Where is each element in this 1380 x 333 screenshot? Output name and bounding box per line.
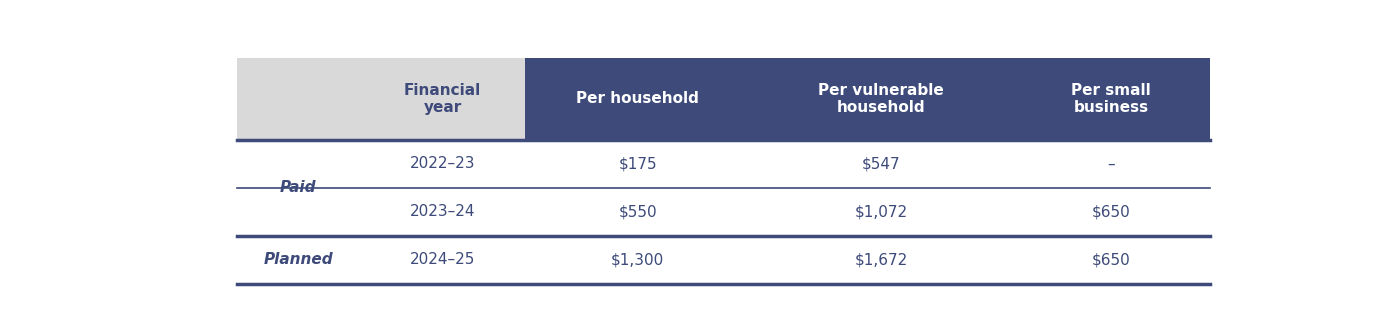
Text: $175: $175 — [618, 157, 657, 171]
Text: 2022–23: 2022–23 — [410, 157, 475, 171]
Text: Per vulnerable
household: Per vulnerable household — [818, 83, 944, 115]
Text: Per small
business: Per small business — [1071, 83, 1151, 115]
Bar — [237, 58, 526, 140]
Text: $1,072: $1,072 — [854, 204, 908, 219]
Text: 2024–25: 2024–25 — [410, 252, 475, 267]
Text: Paid: Paid — [280, 180, 316, 195]
Text: Per household: Per household — [577, 92, 700, 107]
Text: Planned: Planned — [264, 252, 333, 267]
Text: $650: $650 — [1092, 204, 1130, 219]
Text: $547: $547 — [861, 157, 900, 171]
Text: $1,300: $1,300 — [611, 252, 664, 267]
Text: $550: $550 — [618, 204, 657, 219]
Bar — [526, 58, 1210, 140]
Text: 2023–24: 2023–24 — [410, 204, 475, 219]
Text: Financial
year: Financial year — [404, 83, 482, 115]
Text: $650: $650 — [1092, 252, 1130, 267]
Text: –: – — [1107, 157, 1115, 171]
Text: $1,672: $1,672 — [854, 252, 908, 267]
